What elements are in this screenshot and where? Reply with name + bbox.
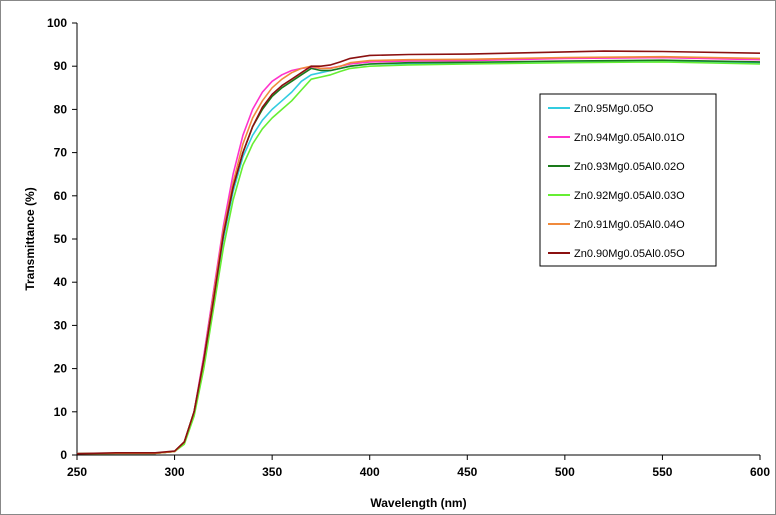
legend-label: Zn0.95Mg0.05O <box>574 103 654 115</box>
legend: Zn0.95Mg0.05O Zn0.94Mg0.05Al0.01O Zn0.93Mg… <box>539 93 717 267</box>
legend-label: Zn0.93Mg0.05Al0.02O <box>574 161 685 173</box>
y-tick-label: 60 <box>54 189 68 203</box>
y-tick-label: 30 <box>54 318 68 332</box>
y-tick-label: 50 <box>54 232 68 246</box>
legend-label: Zn0.91Mg0.05Al0.04O <box>574 219 685 231</box>
x-tick-label: 500 <box>555 465 575 479</box>
y-tick-label: 20 <box>54 362 68 376</box>
legend-label: Zn0.90Mg0.05Al0.05O <box>574 248 685 260</box>
axes: 0 10 20 30 40 50 60 70 80 90 100 250 300 350 400 450 500… <box>47 16 770 479</box>
x-tick-label: 250 <box>67 465 87 479</box>
x-axis-title: Wavelength (nm) <box>370 496 466 510</box>
x-tick-label: 300 <box>165 465 185 479</box>
y-tick-label: 10 <box>54 405 68 419</box>
series-line <box>76 61 761 455</box>
y-tick-label: 80 <box>54 102 68 116</box>
y-tick-label: 40 <box>54 275 68 289</box>
legend-label: Zn0.94Mg0.05Al0.01O <box>574 132 685 144</box>
x-tick-label: 400 <box>360 465 380 479</box>
x-tick-label: 450 <box>457 465 477 479</box>
series-lines <box>76 50 761 455</box>
y-tick-label: 70 <box>54 146 68 160</box>
y-tick-label: 0 <box>60 448 67 462</box>
x-tick-label: 600 <box>750 465 770 479</box>
legend-label: Zn0.92Mg0.05Al0.03O <box>574 190 685 202</box>
series-line <box>76 50 761 455</box>
x-tick-label: 550 <box>652 465 672 479</box>
legend-box <box>539 93 717 267</box>
y-axis-title: Transmittance (%) <box>23 187 37 290</box>
y-tick-label: 100 <box>47 16 67 30</box>
x-tick-label: 350 <box>262 465 282 479</box>
y-tick-label: 90 <box>54 59 68 73</box>
